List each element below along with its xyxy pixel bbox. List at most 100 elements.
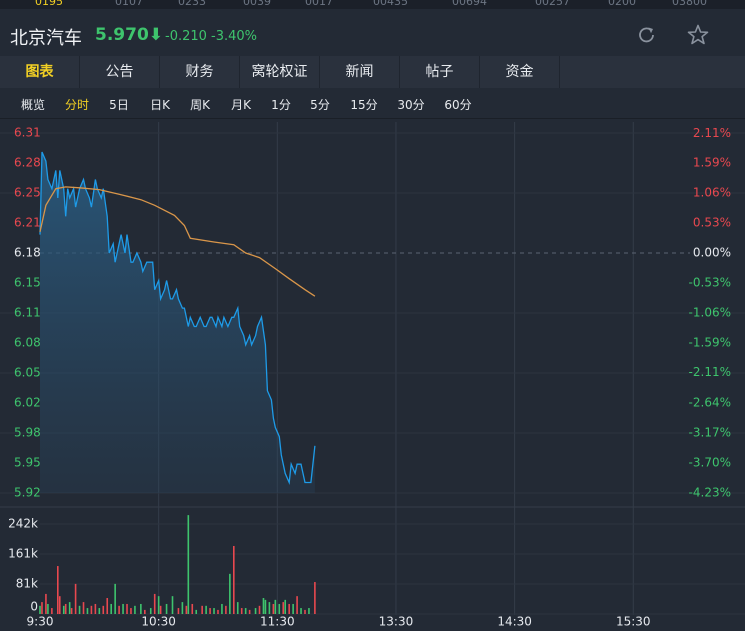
volume-tick-label: 0: [30, 600, 38, 614]
y-tick-label: 6.05: [14, 366, 41, 380]
volume-bar: [58, 596, 61, 614]
volume-tick-label: 161k: [8, 547, 38, 561]
period-tab[interactable]: 概览: [20, 98, 46, 112]
volume-bar: [74, 583, 77, 614]
period-tab[interactable]: 15分: [350, 98, 378, 112]
volume-bar: [284, 599, 287, 614]
volume-bar: [102, 605, 105, 614]
volume-bar: [140, 603, 142, 614]
volume-tick-label: 242k: [8, 517, 38, 531]
ticker[interactable]: 0233: [178, 0, 206, 8]
y2-tick-label: 0.53%: [693, 215, 731, 229]
x-tick-label: 15:30: [616, 615, 651, 629]
price-change: -0.210: [165, 29, 207, 44]
ticker[interactable]: 0107: [115, 0, 143, 8]
volume-bar: [278, 603, 281, 614]
volume-bar: [288, 603, 290, 614]
volume-bar: [221, 603, 223, 614]
volume-bar: [64, 603, 67, 614]
volume-bar: [213, 608, 215, 614]
y-tick-label: 5.92: [14, 486, 41, 500]
y-tick-label: 6.21: [14, 215, 41, 229]
y2-tick-label: 1.59%: [693, 155, 731, 169]
ticker[interactable]: 00257: [535, 0, 570, 8]
y2-tick-label: 2.11%: [693, 126, 731, 140]
y2-tick-label: 1.06%: [693, 185, 731, 199]
volume-bar: [258, 605, 261, 614]
tab[interactable]: 帖子: [400, 56, 480, 88]
tab[interactable]: 财务: [160, 56, 240, 88]
tab[interactable]: 窝轮权证: [240, 56, 320, 88]
ticker[interactable]: 0195: [35, 0, 63, 8]
stock-name: 北京汽车: [10, 28, 82, 49]
y-tick-label: 6.08: [14, 335, 41, 349]
period-tab[interactable]: 分时: [64, 98, 90, 112]
x-tick-label: 9:30: [27, 615, 54, 629]
period-bar: 概览 分时 5日 日K 周K 月K 1分 5分 15分 30分 60分: [0, 90, 745, 119]
volume-bar: [209, 608, 211, 614]
volume-bar: [187, 515, 190, 614]
volume-bar: [47, 603, 49, 614]
volume-bar: [248, 609, 251, 614]
volume-bar: [86, 608, 89, 614]
volume-bar: [177, 608, 180, 614]
volume-bar: [262, 598, 265, 614]
period-tab[interactable]: 月K: [231, 98, 251, 112]
volume-bar: [229, 573, 231, 614]
volume-bar: [126, 603, 128, 614]
x-tick-label: 13:30: [379, 615, 414, 629]
ticker[interactable]: 0200: [608, 0, 636, 8]
ticker[interactable]: 00435: [373, 0, 408, 8]
period-tab[interactable]: 60分: [444, 98, 472, 112]
refresh-icon[interactable]: [636, 24, 658, 46]
volume-bar: [94, 603, 97, 614]
volume-bar: [171, 596, 174, 614]
tab[interactable]: 资金: [480, 56, 560, 88]
y2-tick-label: -2.11%: [689, 365, 731, 379]
period-tab[interactable]: 5分: [310, 98, 330, 112]
volume-bar: [45, 593, 47, 614]
favorite-icon[interactable]: [686, 23, 710, 47]
tab[interactable]: 图表: [0, 56, 80, 88]
ticker[interactable]: 00694: [452, 0, 487, 8]
y-tick-label: 6.28: [14, 156, 41, 170]
average-line: [39, 186, 316, 297]
y-tick-label: 5.98: [14, 426, 41, 440]
y2-tick-label: -1.59%: [689, 336, 731, 350]
volume-bar: [292, 603, 294, 614]
volume-bar: [144, 609, 146, 614]
volume-bar: [181, 602, 184, 614]
volume-bar: [165, 603, 168, 614]
price-line: [39, 151, 316, 485]
price-change-pct: -3.40%: [211, 29, 257, 44]
y2-tick-label: -4.23%: [689, 486, 731, 500]
price-area: [40, 152, 315, 493]
y2-tick-label: -2.64%: [689, 395, 731, 409]
tab[interactable]: 公告: [80, 56, 160, 88]
period-tab[interactable]: 1分: [271, 98, 291, 112]
y-tick-label: 6.18: [14, 246, 41, 260]
volume-bar: [274, 599, 277, 614]
volume-bar: [300, 608, 302, 614]
volume-bar: [217, 609, 219, 614]
ticker[interactable]: 0039: [243, 0, 271, 8]
y2-tick-label: -3.17%: [689, 425, 731, 439]
volume-bar: [236, 602, 239, 614]
period-tab[interactable]: 日K: [150, 98, 170, 112]
volume-bar: [51, 608, 53, 614]
y-tick-label: 6.25: [14, 185, 41, 199]
period-tab[interactable]: 周K: [190, 98, 210, 112]
volume-bar: [110, 603, 112, 614]
volume-bar: [205, 605, 207, 614]
volume-bar: [114, 583, 116, 614]
tab[interactable]: 新闻: [320, 56, 400, 88]
ticker[interactable]: 0017: [305, 0, 333, 8]
volume-bar: [70, 608, 73, 614]
period-tab[interactable]: 30分: [397, 98, 425, 112]
volume-bar: [191, 603, 194, 614]
period-tab[interactable]: 5日: [109, 98, 129, 112]
ticker[interactable]: 03800: [672, 0, 707, 8]
volume-bar: [153, 593, 156, 614]
